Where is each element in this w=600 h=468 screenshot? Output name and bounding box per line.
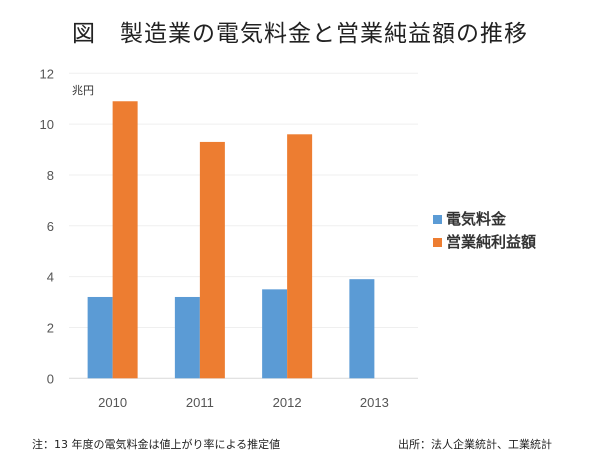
x-tick-label: 2010 <box>98 395 127 410</box>
y-tick-label: 10 <box>40 117 54 132</box>
source-note: 出所：法人企業統計、工業統計 <box>398 438 552 451</box>
bar-electricity-2013 <box>349 279 375 379</box>
x-tick-label: 2011 <box>186 395 214 410</box>
chart-title: 図 製造業の電気料金と営業純益額の推移 <box>72 21 528 47</box>
bar-profit-2011 <box>199 141 225 379</box>
bar-electricity-2012 <box>262 289 288 379</box>
y-tick-label: 2 <box>47 320 54 335</box>
legend-swatch <box>433 215 442 224</box>
bar-electricity-2011 <box>174 296 200 379</box>
y-axis-unit: 兆円 <box>72 84 94 97</box>
bar-electricity-2010 <box>87 296 113 379</box>
legend-label: 電気料金 <box>446 210 507 228</box>
bar-profit-2012 <box>287 134 313 379</box>
y-tick-label: 12 <box>40 66 54 81</box>
footnote: 注：13 年度の電気料金は値上がり率による推定値 <box>32 438 281 451</box>
y-tick-label: 6 <box>47 219 54 234</box>
y-tick-label: 4 <box>47 270 54 285</box>
x-tick-label: 2013 <box>360 395 389 410</box>
x-tick-label: 2012 <box>273 395 302 410</box>
y-tick-label: 8 <box>47 168 54 183</box>
y-tick-label: 0 <box>47 371 54 386</box>
bar-profit-2010 <box>112 101 138 379</box>
legend-swatch <box>433 238 442 247</box>
legend-label: 営業純利益額 <box>446 233 536 251</box>
